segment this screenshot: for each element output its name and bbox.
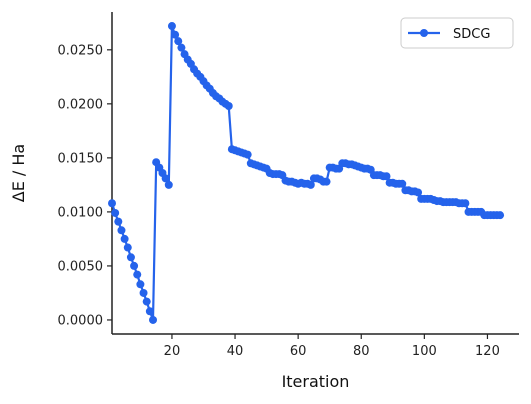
- data-point: [136, 280, 145, 289]
- x-tick-label: 40: [227, 344, 244, 359]
- data-point: [123, 243, 132, 252]
- series-line-sdcg: [110, 24, 501, 322]
- data-point: [111, 208, 120, 217]
- data-point: [142, 297, 151, 306]
- y-tick-label: 0.0000: [58, 313, 104, 328]
- data-point: [108, 199, 116, 208]
- data-point: [120, 234, 129, 243]
- legend-box: [400, 17, 514, 49]
- legend-entry-sdcg: SDCG: [453, 27, 490, 42]
- data-point: [398, 179, 407, 188]
- data-point: [164, 180, 173, 189]
- data-point: [177, 43, 186, 52]
- data-point: [243, 150, 252, 159]
- y-tick-label: 0.0250: [58, 43, 104, 58]
- y-tick-label: 0.0200: [58, 97, 104, 112]
- ticks: 20 40 60 80 100 120 0.0000 0.0050 0.0100 0.0150 0.…: [58, 43, 500, 359]
- axes: [111, 12, 519, 335]
- data-point: [149, 315, 158, 324]
- x-tick-label: 120: [475, 344, 500, 359]
- data-point: [126, 253, 135, 262]
- x-tick-label: 20: [164, 344, 181, 359]
- data-point: [114, 217, 123, 226]
- data-point: [414, 188, 423, 197]
- data-point: [130, 261, 139, 270]
- y-tick-label: 0.0150: [58, 151, 104, 166]
- y-tick-label: 0.0050: [58, 259, 104, 274]
- y-axis-title: ΔE / Ha: [9, 144, 28, 202]
- data-point: [145, 307, 154, 316]
- x-tick-label: 80: [353, 344, 370, 359]
- series-layer: [108, 22, 505, 324]
- data-point: [117, 226, 126, 235]
- data-point: [382, 172, 391, 181]
- data-point: [167, 22, 176, 31]
- data-point: [133, 270, 142, 279]
- x-tick-label: 100: [412, 344, 437, 359]
- data-point: [306, 180, 315, 189]
- x-axis-title: Iteration: [282, 372, 350, 391]
- x-tick-label: 60: [290, 344, 307, 359]
- data-point: [139, 288, 148, 297]
- data-point: [322, 177, 331, 186]
- y-tick-label: 0.0100: [58, 205, 104, 220]
- data-point: [461, 199, 470, 208]
- data-point: [496, 211, 505, 220]
- data-point: [161, 174, 170, 183]
- data-point: [171, 30, 180, 39]
- legend-marker-swatch: [420, 29, 428, 37]
- legend: SDCG: [400, 17, 514, 49]
- data-point: [174, 37, 183, 46]
- data-point: [224, 102, 233, 111]
